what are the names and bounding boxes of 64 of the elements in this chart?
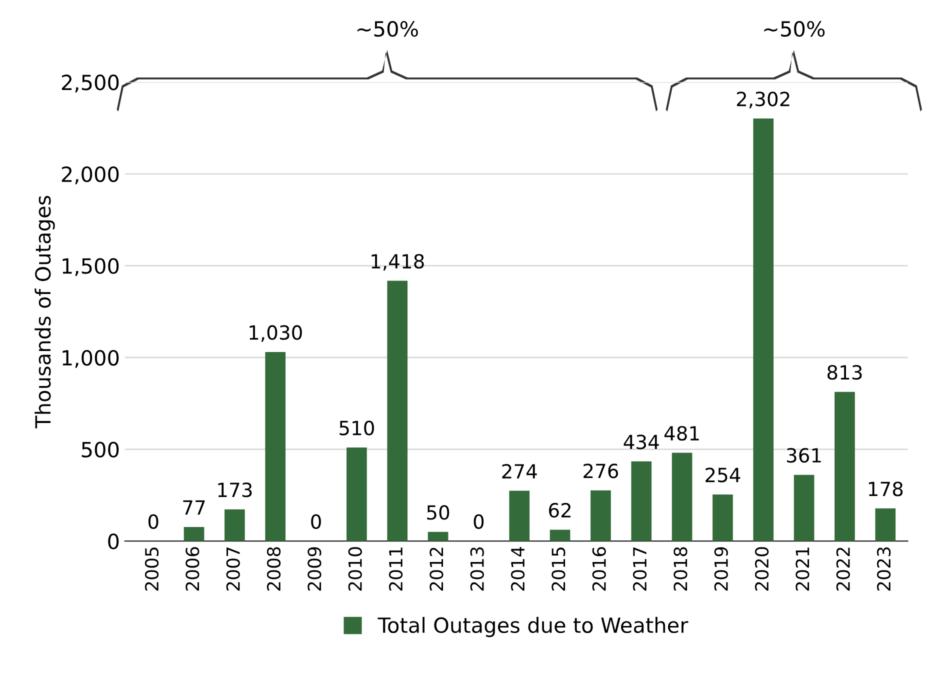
x-tick-label: 2020 <box>754 547 769 591</box>
x-tick-label: 2009 <box>308 547 322 591</box>
x-tick-label: 2023 <box>876 547 891 591</box>
x-tick-label: 2016 <box>592 547 606 591</box>
bar <box>753 118 774 542</box>
bar <box>590 490 611 542</box>
x-tick-label: 2008 <box>266 547 281 591</box>
bar <box>712 494 733 542</box>
data-label: 0 <box>148 514 158 529</box>
bar <box>875 508 896 542</box>
y-tick-label: 1,500 <box>62 258 119 276</box>
y-tick-label: 2,500 <box>62 74 119 92</box>
data-label: 510 <box>340 420 374 436</box>
bar <box>672 452 692 542</box>
bar <box>631 461 652 542</box>
bar <box>346 447 367 542</box>
x-tick-label: 2015 <box>552 548 566 591</box>
data-label: 50 <box>427 505 450 520</box>
bar <box>387 280 408 542</box>
data-label: 254 <box>706 468 740 482</box>
x-tick-label: 2021 <box>796 548 810 591</box>
x-tick-label: 2005 <box>144 548 159 591</box>
legend-label: Total Outages due to Weather <box>378 616 688 638</box>
bar <box>509 490 530 542</box>
text: ~50% <box>358 21 418 37</box>
data-label: 0 <box>474 514 484 529</box>
data-label: 178 <box>868 482 903 496</box>
data-label: 173 <box>218 482 252 498</box>
bar <box>184 526 204 542</box>
data-label: 434 <box>624 434 659 450</box>
bar <box>794 474 814 542</box>
bar <box>428 532 448 542</box>
data-label: 77 <box>183 500 205 515</box>
y-tick-label: 500 <box>82 442 119 458</box>
bar <box>224 509 245 542</box>
bar <box>265 352 286 542</box>
text: ~50% <box>764 21 825 37</box>
data-label: 481 <box>664 426 699 441</box>
bar <box>834 392 855 542</box>
data-label: 361 <box>786 448 821 463</box>
y-axis-title: Thousands of Outages <box>34 196 55 428</box>
x-tick-label: 2010 <box>348 547 362 591</box>
y-tick-label: 0 <box>108 534 119 550</box>
data-label: 276 <box>584 464 618 478</box>
data-label: 1,418 <box>372 254 424 271</box>
bar <box>550 530 570 542</box>
y-tick-label: 1,000 <box>62 350 119 368</box>
data-label: 0 <box>311 514 321 529</box>
x-tick-label: 2013 <box>470 547 484 591</box>
y-tick-label: 2,000 <box>62 166 119 184</box>
x-tick-label: 2011 <box>388 548 403 591</box>
x-tick-label: 2006 <box>186 547 200 591</box>
data-label: 2,302 <box>736 92 790 108</box>
x-tick-label: 2014 <box>510 546 525 591</box>
data-label: 274 <box>502 464 537 478</box>
x-tick-label: 2012 <box>430 548 444 591</box>
x-tick-label: 2007 <box>226 547 240 591</box>
x-tick-label: 2018 <box>674 547 688 591</box>
data-label: 1,030 <box>250 325 302 342</box>
data-label: 813 <box>827 365 862 380</box>
x-tick-label: 2019 <box>714 547 728 591</box>
x-tick-label: 2017 <box>632 547 647 591</box>
x-tick-label: 2022 <box>836 548 850 591</box>
data-label: 62 <box>549 502 570 518</box>
